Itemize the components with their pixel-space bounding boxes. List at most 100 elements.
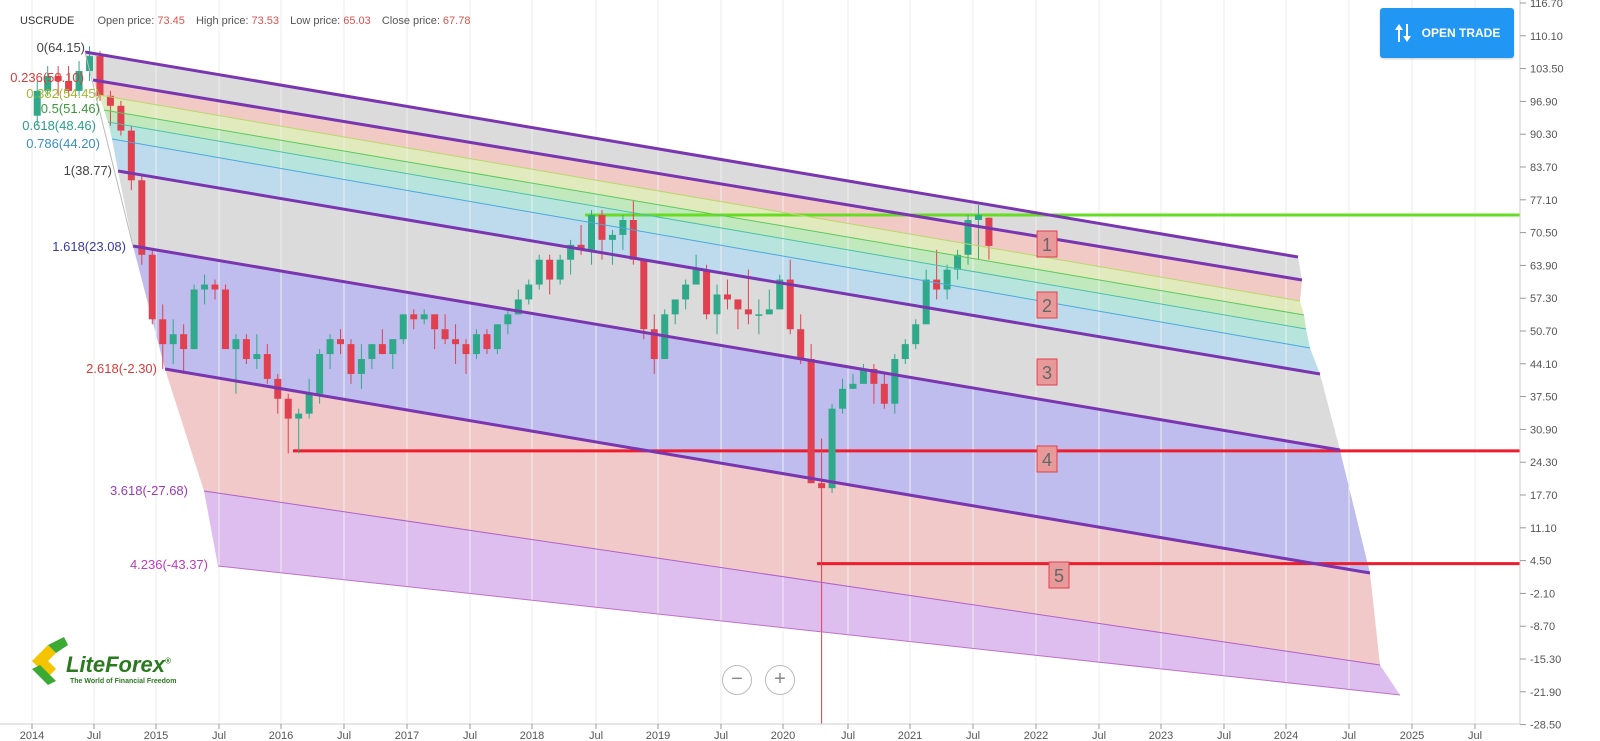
candle-body [535,259,543,285]
candle-body [357,359,365,374]
time-tick-label: 2017 [395,730,419,741]
candle-body [305,393,313,414]
time-tick-label: Jul [463,730,477,741]
candle-body [399,314,407,340]
candle-body [232,339,240,350]
zone-box [1048,561,1070,589]
time-tick-label: Jul [337,730,351,741]
time-gridlines [31,0,1476,724]
candle-body [44,75,52,91]
candle-body [117,105,125,131]
fib-zone-band [108,122,1310,348]
candle-body [483,334,491,350]
fib-channel-line [98,94,1301,302]
fib-zone-band [118,171,1340,450]
fib-channel-line [84,50,1299,259]
low-price-label: Low price: [290,15,341,27]
candle-body [462,344,470,355]
liteforex-mark-icon [32,637,68,685]
candle-body [891,359,899,404]
candle-body [964,219,972,255]
candle-body [598,215,606,240]
fib-channel-line [103,109,1305,316]
fib-channel-line [111,138,1311,349]
zone-box [1036,291,1058,319]
fib-level-label: 0.618(48.46) [22,118,96,133]
close-price-label: Close price: [381,15,440,27]
time-tick-label: Jul [1468,730,1482,741]
logo-wordmark: LiteForex® [66,652,171,677]
fib-channel-line [107,121,1307,330]
fib-level-label: 1(38.77) [64,163,112,178]
candle-body [127,130,135,181]
fib-level-label: 0(64.15) [37,40,85,55]
candle-body [567,244,575,260]
candle-body [96,56,104,96]
candle-body [776,279,784,310]
price-axis[interactable]: 116.70 110.10 103.50 96.90 90.30 83.70 77.10 70… [1519,0,1600,741]
fibonacci-labels: 0(64.15) 0.236(58.10)0.382(54.45)0.5(51.4… [10,40,208,572]
candle-body [378,344,386,355]
candle-body [316,354,324,394]
fib-channel-line [164,367,1371,575]
time-tick-label: 2020 [771,730,795,741]
candle-body [263,354,271,379]
candle-body [588,215,596,250]
candle-body [974,215,982,220]
candle-body [619,219,627,235]
price-tick-label: -21.90 [1530,687,1561,699]
fib-level-label: 1.618(23.08) [52,239,126,254]
price-tick-label: 44.10 [1530,359,1558,371]
fib-channel-line [203,490,1381,666]
zone-number: 3 [1042,363,1052,383]
fib-channel-line [117,169,1321,376]
candle-body [33,90,41,116]
open-trade-button[interactable]: OPEN TRADE [1380,8,1514,58]
candle-body [912,324,920,345]
candle-body [839,388,847,409]
time-axis[interactable]: 2014 Jul 2015 Jul 2016 Jul 2017 Jul 2018 Jul 2019 J… [0,723,1520,741]
candle-body [190,289,198,350]
zoom-in-button[interactable]: + [765,665,795,695]
liteforex-logo [30,635,70,690]
candle-body [818,483,826,489]
fibonacci-channel-zones [85,52,1520,741]
fib-level-label: 0.5(51.46) [41,101,100,116]
candle-body [692,269,700,285]
price-tick-label: 17.70 [1530,490,1558,502]
candle-body [431,314,439,330]
price-tick-label: 50.70 [1530,326,1558,338]
time-tick-label: 2014 [20,730,44,741]
candle-body [326,339,334,355]
candle-body [493,324,501,350]
fib-level-label: 4.236(-43.37) [130,557,208,572]
high-price-value: 73.53 [251,15,280,27]
candle-body [504,314,512,325]
time-tick-label: Jul [841,730,855,741]
time-tick-label: Jul [1092,730,1106,741]
candle-body [671,299,679,315]
candle-body [734,299,742,310]
time-tick-label: 2022 [1024,730,1048,741]
price-tick-label: 90.30 [1530,129,1558,141]
fib-zone-band [204,491,1400,695]
fib-channel-line [92,78,1303,282]
candle-body [452,339,460,345]
candle-body [106,95,114,106]
candle-body [211,284,219,290]
candle-body [713,294,721,315]
fib-level-label: 3.618(-27.68) [110,483,188,498]
time-tick-label: 2019 [646,730,670,741]
zone-box [1036,358,1058,386]
fib-level-label: 0.382(54.45) [26,86,100,101]
price-tick-label: 70.50 [1530,228,1558,240]
candle-body [54,75,62,81]
candle-body [943,269,951,290]
candle-body [650,329,658,360]
candle-body [347,344,355,374]
candle-body [933,279,941,290]
zoom-out-button[interactable]: − [722,665,752,695]
price-tick-label: 24.30 [1530,457,1558,469]
price-tick-label: 30.90 [1530,424,1558,436]
